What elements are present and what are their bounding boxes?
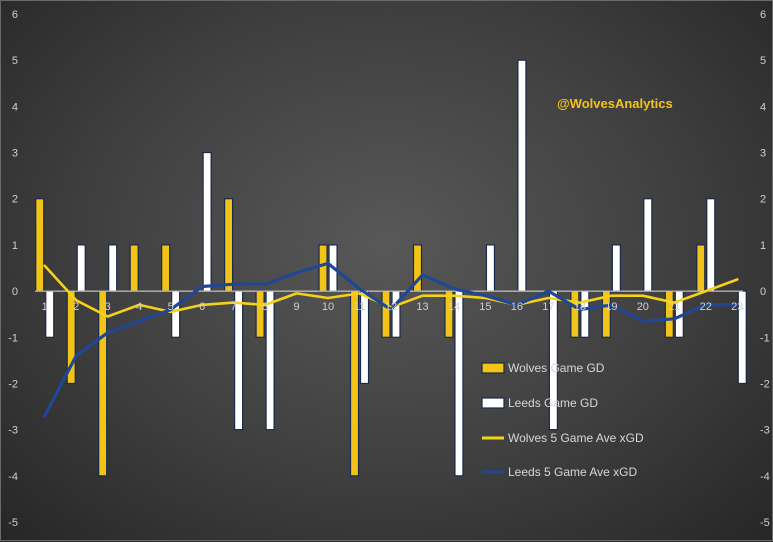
x-tick-label: 7 [231, 301, 237, 313]
x-tick-label: 9 [294, 301, 300, 313]
y-tick-label-right: 6 [760, 9, 766, 21]
y-tick-label-left: 0 [12, 286, 18, 298]
watermark-annotation: @WolvesAnalytics [557, 96, 673, 111]
leeds-bar-22 [706, 198, 716, 292]
legend-label: Leeds 5 Game Ave xGD [508, 465, 638, 479]
leeds-xgd-line [43, 261, 739, 418]
wolves-bar-1 [35, 198, 45, 292]
wolves-bar-18 [570, 290, 580, 338]
x-tick-label: 13 [416, 301, 428, 313]
wolves-bar-4 [129, 244, 139, 292]
y-tick-label-left: -4 [8, 471, 18, 483]
x-tick-label: 23 [731, 301, 743, 313]
legend-label: Wolves Game GD [508, 361, 605, 375]
y-tick-label-right: -3 [760, 425, 770, 437]
leeds-bar-18 [580, 290, 590, 338]
leeds-bar-15 [485, 244, 496, 292]
wolves-bar-22 [696, 244, 706, 292]
x-tick-label: 20 [637, 301, 649, 313]
x-tick-label: 14 [448, 301, 460, 313]
leeds-bar-19 [611, 244, 621, 292]
x-tick-label: 3 [105, 301, 111, 313]
wolves-bar-8 [255, 290, 265, 338]
legend-label: Wolves 5 Game Ave xGD [508, 431, 644, 445]
leeds-bar-1 [45, 290, 55, 338]
y-tick-label-right: 5 [760, 55, 766, 67]
y-tick-label-left: 6 [12, 9, 18, 21]
leeds-bar-3 [108, 244, 118, 292]
y-tick-label-right: -1 [760, 332, 770, 344]
leeds-bar-6 [202, 151, 212, 292]
x-tick-label: 5 [168, 301, 174, 313]
y-tick-label-right: -4 [760, 471, 770, 483]
y-tick-label-right: 2 [760, 194, 766, 206]
wolves-bar-11 [349, 290, 360, 477]
y-tick-label-left: 1 [12, 240, 18, 252]
y-tick-label-right: 3 [760, 148, 766, 160]
y-tick-label-left: -2 [8, 378, 18, 390]
x-tick-label: 4 [136, 301, 142, 313]
y-tick-label-left: 3 [12, 148, 18, 160]
x-tick-label: 15 [479, 301, 491, 313]
x-tick-label: 1 [42, 301, 48, 313]
leeds-bar-16 [517, 59, 527, 292]
legend-swatch-leeds-bar [481, 397, 505, 409]
leeds-bar-20 [643, 198, 653, 292]
wolves-bar-3 [98, 290, 108, 477]
x-tick-label: 11 [354, 301, 365, 313]
y-tick-label-right: -2 [760, 378, 770, 390]
x-tick-label: 12 [385, 301, 397, 313]
leeds-bar-5 [171, 290, 181, 338]
x-tick-label: 6 [199, 301, 205, 313]
y-tick-label-left: -3 [8, 425, 18, 437]
y-tick-label-left: 5 [12, 55, 18, 67]
legend-label: Leeds Game GD [508, 396, 598, 410]
y-tick-label-left: -5 [8, 517, 18, 529]
leeds-bar-14 [454, 290, 464, 477]
wolves-bar-10 [318, 244, 328, 292]
x-tick-label: 21 [668, 301, 680, 313]
y-tick-label-right: 1 [760, 240, 766, 252]
y-tick-label-left: -1 [8, 332, 18, 344]
leeds-bar-2 [76, 244, 86, 292]
x-tick-label: 17 [542, 301, 554, 313]
wolves-bar-7 [224, 198, 234, 292]
x-tick-label: 16 [511, 301, 523, 313]
x-tick-label: 22 [700, 301, 712, 313]
y-tick-label-left: 4 [12, 101, 18, 113]
legend-swatch-wolves-bar [481, 362, 505, 374]
wolves-bar-21 [664, 290, 674, 338]
x-tick-label: 8 [262, 301, 268, 313]
y-tick-label-left: 2 [12, 194, 18, 206]
x-tick-label: 18 [574, 301, 586, 313]
x-tick-label: 2 [73, 301, 79, 313]
wolves-bar-12 [381, 290, 391, 338]
wolves-bar-14 [444, 290, 454, 338]
y-tick-label-right: 4 [760, 101, 766, 113]
leeds-bar-12 [391, 290, 401, 338]
wolves-bar-5 [161, 244, 171, 292]
y-tick-label-right: 0 [760, 286, 766, 298]
x-tick-label: 10 [322, 301, 334, 313]
y-tick-label-right: -5 [760, 517, 770, 529]
x-tick-label: 19 [605, 301, 617, 313]
